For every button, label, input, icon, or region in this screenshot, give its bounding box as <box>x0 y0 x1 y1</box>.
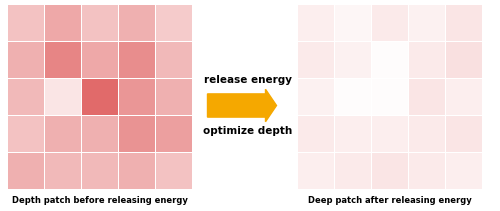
Bar <box>298 79 334 115</box>
Bar <box>45 42 81 78</box>
Bar <box>156 153 192 189</box>
Bar <box>446 42 482 78</box>
Bar <box>446 153 482 189</box>
Bar <box>298 42 334 78</box>
Text: release energy: release energy <box>204 76 292 85</box>
Bar <box>8 153 44 189</box>
Bar <box>372 116 408 152</box>
Bar <box>8 116 44 152</box>
Bar <box>82 79 118 115</box>
Bar <box>298 116 334 152</box>
Bar <box>409 116 445 152</box>
Bar <box>446 5 482 41</box>
Bar <box>45 79 81 115</box>
Bar <box>8 79 44 115</box>
Text: optimize depth: optimize depth <box>203 126 292 135</box>
Bar <box>119 79 155 115</box>
Bar <box>335 5 371 41</box>
Bar <box>45 116 81 152</box>
Bar <box>119 153 155 189</box>
Bar <box>409 42 445 78</box>
Bar <box>409 5 445 41</box>
Bar <box>45 5 81 41</box>
Bar <box>156 5 192 41</box>
Bar <box>409 79 445 115</box>
Bar <box>8 5 44 41</box>
Bar <box>82 5 118 41</box>
Bar <box>298 5 334 41</box>
Bar <box>335 153 371 189</box>
Bar <box>8 42 44 78</box>
Text: Deep patch after releasing energy: Deep patch after releasing energy <box>308 196 472 205</box>
FancyArrow shape <box>208 89 276 122</box>
Bar <box>156 116 192 152</box>
Bar <box>82 42 118 78</box>
Bar <box>298 153 334 189</box>
Bar <box>82 153 118 189</box>
Bar <box>372 153 408 189</box>
Bar <box>119 42 155 78</box>
Bar <box>372 42 408 78</box>
Bar <box>119 116 155 152</box>
Bar <box>156 79 192 115</box>
Bar <box>409 153 445 189</box>
Bar <box>335 79 371 115</box>
Bar <box>156 42 192 78</box>
Bar <box>446 79 482 115</box>
Bar <box>335 116 371 152</box>
Bar <box>119 5 155 41</box>
Bar <box>372 5 408 41</box>
Bar <box>446 116 482 152</box>
Bar <box>372 79 408 115</box>
Text: Depth patch before releasing energy: Depth patch before releasing energy <box>12 196 188 205</box>
Bar <box>335 42 371 78</box>
Bar <box>82 116 118 152</box>
Bar <box>45 153 81 189</box>
